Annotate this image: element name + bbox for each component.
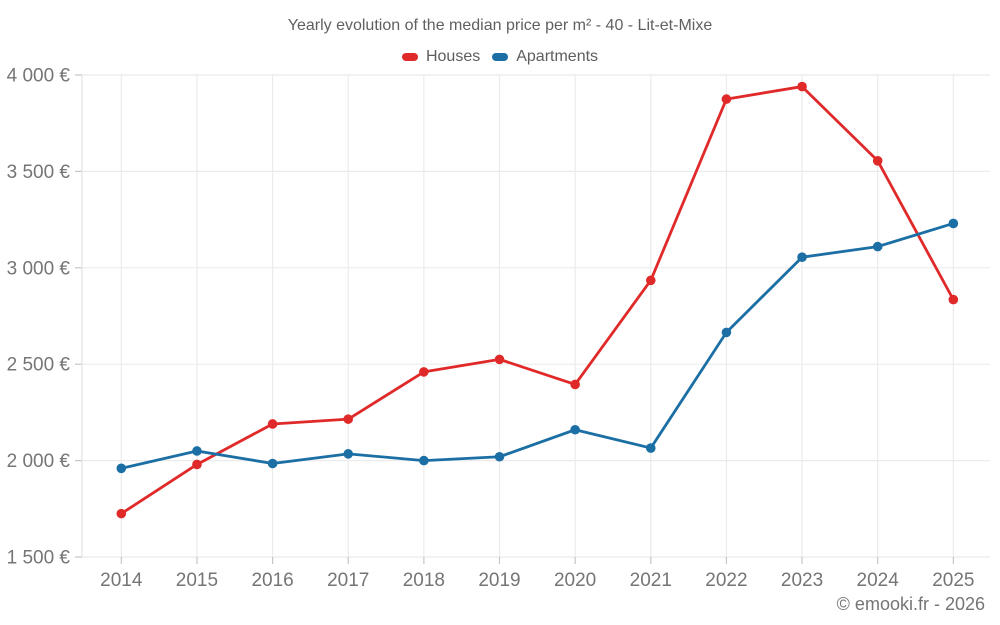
series-line-apartments xyxy=(119,222,955,470)
data-point-apartments-2015[interactable] xyxy=(192,446,202,456)
data-point-apartments-2021[interactable] xyxy=(645,443,656,453)
data-point-houses-2019[interactable] xyxy=(494,354,505,365)
y-axis-tick-label: 1 500 € xyxy=(7,547,71,568)
legend-label-apartments: Apartments xyxy=(516,48,599,65)
x-axis-tick-label: 2019 xyxy=(478,570,520,591)
series-houses xyxy=(116,81,959,519)
x-axis-tick-label: 2018 xyxy=(403,570,445,591)
x-axis-tick-label: 2014 xyxy=(100,570,143,591)
data-point-houses-2020[interactable] xyxy=(570,379,580,390)
y-axis-tick-label: 4 000 € xyxy=(7,65,71,86)
data-point-apartments-2020[interactable] xyxy=(570,424,580,435)
houses-swatch-icon xyxy=(401,53,418,61)
x-axis-tick-label: 2024 xyxy=(857,570,900,591)
series-apartments xyxy=(116,218,959,474)
x-axis-tick-label: 2017 xyxy=(327,570,369,591)
data-point-houses-2014[interactable] xyxy=(116,508,127,519)
data-point-apartments-2016[interactable] xyxy=(267,458,278,469)
legend-item-houses[interactable]: Houses xyxy=(401,48,481,66)
x-axis-tick-label: 2023 xyxy=(781,570,823,591)
x-axis-tick-label: 2021 xyxy=(630,570,672,591)
series-line-houses xyxy=(119,85,955,516)
x-axis-tick-label: 2025 xyxy=(932,570,974,591)
gridlines: 1 500 € 2 000 € 2 500 € 3 000 € 3 500 € 4 000… xyxy=(7,65,990,591)
data-point-houses-2016[interactable] xyxy=(267,419,278,429)
x-axis-tick-label: 2016 xyxy=(251,570,293,591)
legend-label-houses: Houses xyxy=(425,48,481,65)
x-axis-tick-label: 2015 xyxy=(176,570,218,591)
x-axis-tick-label: 2022 xyxy=(705,570,747,591)
y-axis-tick-label: 2 000 € xyxy=(7,451,71,472)
x-axis-tick-label: 2020 xyxy=(554,570,596,591)
data-point-apartments-2023[interactable] xyxy=(797,252,807,262)
y-axis-tick-label: 3 500 € xyxy=(7,162,71,183)
legend-item-apartments[interactable]: Apartments xyxy=(492,48,598,66)
legend: Houses Apartments xyxy=(0,48,1000,66)
data-point-houses-2022[interactable] xyxy=(721,94,732,104)
data-point-apartments-2025[interactable] xyxy=(948,218,959,229)
data-point-houses-2024[interactable] xyxy=(872,155,883,166)
apartments-swatch-icon xyxy=(492,53,509,61)
data-point-apartments-2014[interactable] xyxy=(116,463,127,474)
data-point-apartments-2022[interactable] xyxy=(721,327,732,338)
page-title: Yearly evolution of the median price per… xyxy=(287,17,713,34)
data-point-apartments-2024[interactable] xyxy=(872,241,883,252)
data-point-houses-2015[interactable] xyxy=(192,459,202,470)
data-point-houses-2025[interactable] xyxy=(948,294,959,305)
data-point-houses-2017[interactable] xyxy=(343,414,354,424)
data-point-houses-2021[interactable] xyxy=(645,275,656,286)
y-axis-tick-label: 3 000 € xyxy=(7,258,71,279)
y-axis-tick-label: 2 500 € xyxy=(7,355,71,376)
footer-credit: © emooki.fr - 2026 xyxy=(836,594,985,614)
data-point-apartments-2019[interactable] xyxy=(494,451,505,462)
data-point-apartments-2017[interactable] xyxy=(343,449,354,459)
data-point-houses-2023[interactable] xyxy=(797,81,807,92)
data-point-apartments-2018[interactable] xyxy=(419,455,429,466)
data-point-houses-2018[interactable] xyxy=(419,367,429,377)
